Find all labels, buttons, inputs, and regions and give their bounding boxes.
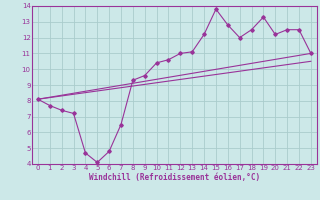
X-axis label: Windchill (Refroidissement éolien,°C): Windchill (Refroidissement éolien,°C) <box>89 173 260 182</box>
